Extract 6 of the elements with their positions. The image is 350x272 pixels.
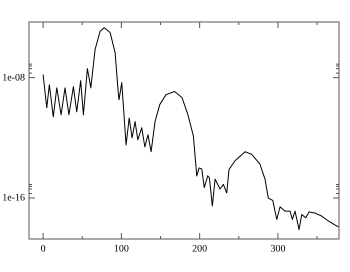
y-tick-label: 1e-16 bbox=[2, 192, 25, 204]
x-tick-label: 100 bbox=[114, 244, 129, 255]
x-tick-label: 200 bbox=[192, 244, 208, 255]
x-tick-label: 0 bbox=[40, 244, 46, 255]
y-tick-label: 1e-08 bbox=[2, 72, 25, 84]
x-tick-label: 300 bbox=[270, 244, 286, 255]
